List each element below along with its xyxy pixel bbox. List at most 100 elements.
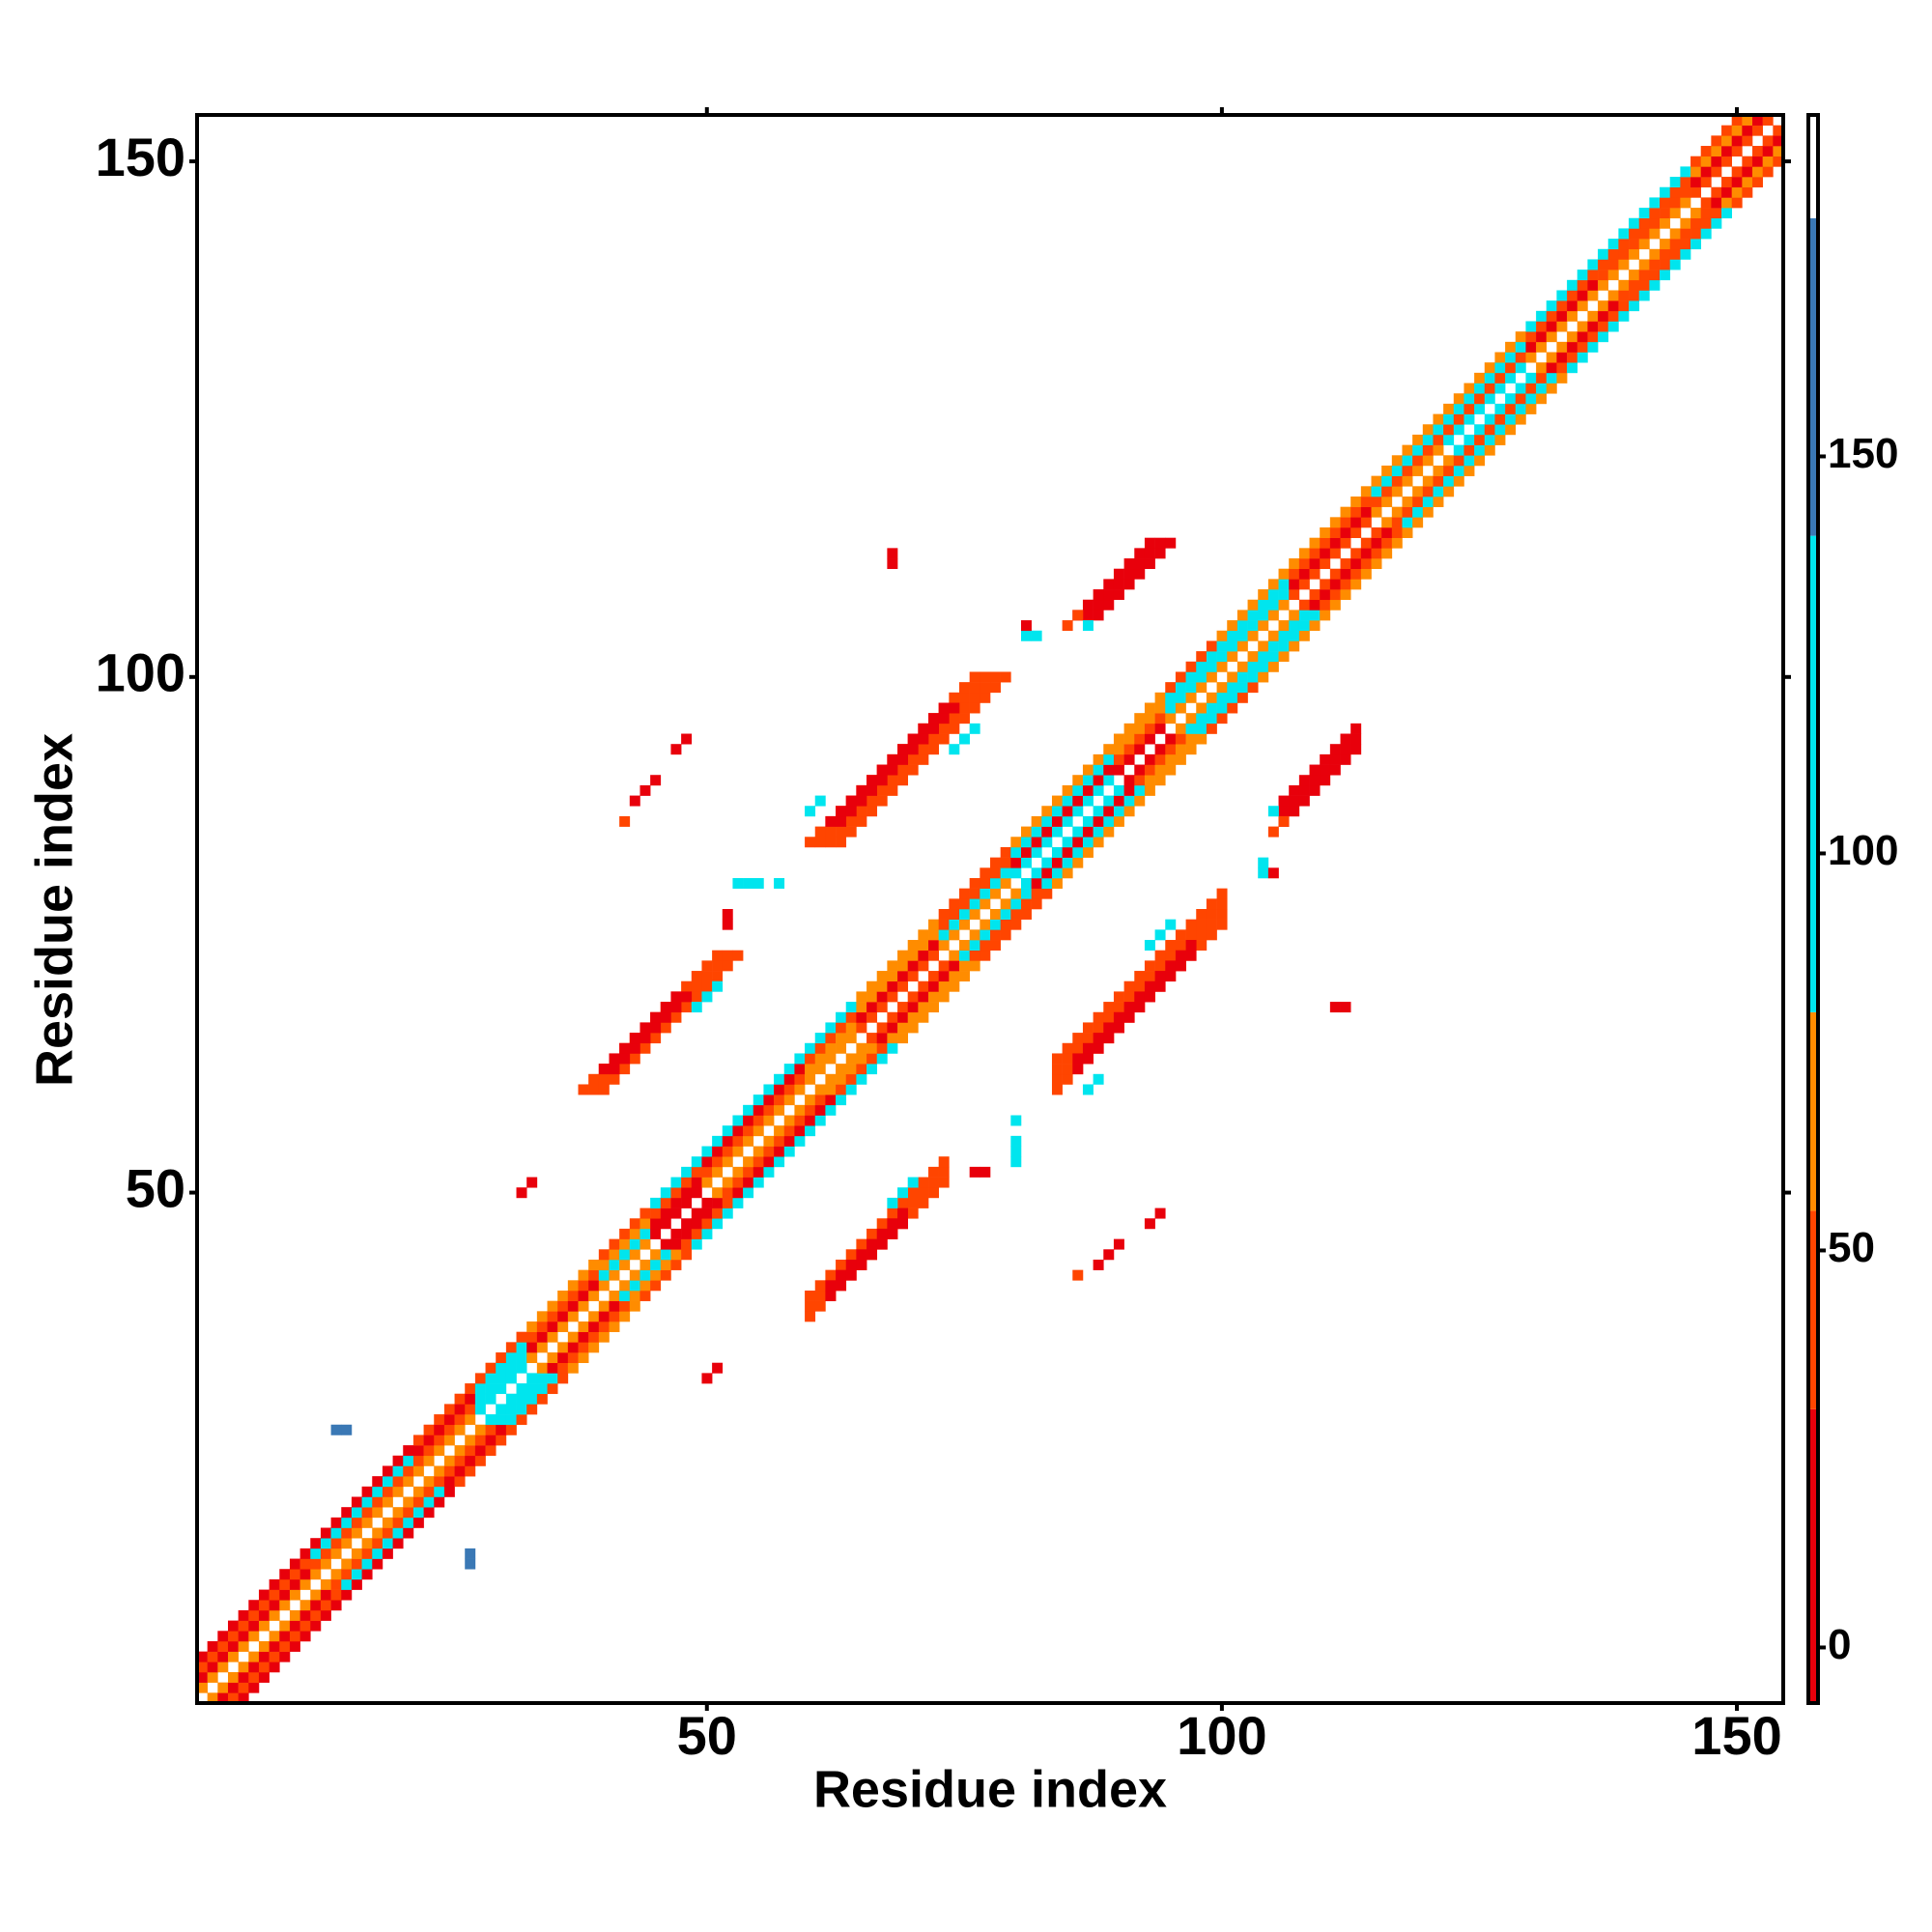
heatmap-cell (1103, 775, 1115, 786)
heatmap-cell (1669, 259, 1681, 270)
heatmap-cell (856, 1249, 867, 1261)
heatmap-cell (897, 1011, 909, 1023)
heatmap-cell (722, 909, 733, 920)
heatmap-cell (887, 548, 898, 559)
heatmap-cell (412, 1486, 424, 1497)
heatmap-cell (928, 1187, 939, 1199)
heatmap-cell (207, 1671, 218, 1683)
heatmap-cell (1680, 228, 1691, 240)
heatmap-cell (1072, 1064, 1084, 1075)
heatmap-cell (1329, 744, 1341, 755)
heatmap-cell (629, 1218, 640, 1230)
heatmap-cell (794, 1064, 806, 1075)
heatmap-cell (959, 940, 970, 952)
heatmap-cell (1690, 186, 1702, 198)
heatmap-cell (1433, 434, 1444, 445)
y-tick-label: 50 (126, 1157, 185, 1218)
heatmap-cell (609, 1321, 620, 1332)
heatmap-cell (1711, 166, 1722, 178)
heatmap-cell (1144, 537, 1155, 549)
heatmap-cell (918, 1011, 929, 1023)
heatmap-cell (670, 1187, 682, 1199)
heatmap-cell (536, 1362, 548, 1374)
heatmap-cell (876, 1002, 888, 1013)
heatmap-cell (856, 1238, 867, 1250)
heatmap-cell (938, 971, 950, 982)
heatmap-cell (1093, 753, 1104, 765)
heatmap-cell (1216, 713, 1228, 724)
heatmap-cell (774, 1125, 785, 1137)
heatmap-cell (443, 1455, 455, 1466)
heatmap-cell (1546, 331, 1557, 343)
heatmap-cell (1258, 661, 1269, 672)
x-tick-label: 100 (1177, 1705, 1266, 1766)
heatmap-cell (1000, 909, 1011, 920)
heatmap-cell (805, 1104, 816, 1116)
heatmap-cell (465, 1393, 476, 1405)
heatmap-cell (681, 1238, 693, 1250)
heatmap-cell (928, 733, 939, 745)
heatmap-cell (1536, 362, 1548, 374)
heatmap-cell (1329, 753, 1341, 765)
heatmap-cell (1669, 186, 1681, 198)
heatmap-cell (1134, 980, 1146, 992)
heatmap-cell (1289, 558, 1300, 570)
heatmap-cell (1607, 259, 1619, 270)
heatmap-cell (351, 1507, 362, 1519)
heatmap-cell (279, 1640, 291, 1652)
y-tick-label: 150 (96, 127, 185, 187)
heatmap-cell (1660, 217, 1671, 229)
heatmap-cell (1010, 846, 1022, 858)
heatmap-cell (443, 1476, 455, 1488)
heatmap-cell (423, 1435, 435, 1446)
heatmap-cell (299, 1578, 311, 1590)
heatmap-cell (1773, 156, 1784, 167)
heatmap-cell (1329, 527, 1341, 538)
heatmap-cell (938, 1156, 950, 1168)
heatmap-cell (341, 1507, 353, 1519)
heatmap-cell (969, 888, 980, 899)
heatmap-cell (1165, 950, 1177, 961)
heatmap-cell (1113, 1002, 1124, 1013)
heatmap-cell (1721, 197, 1732, 209)
heatmap-cell (1175, 723, 1186, 734)
heatmap-cell (639, 1269, 651, 1281)
heatmap-cell (1258, 599, 1269, 611)
heatmap-cell (876, 1053, 888, 1065)
heatmap-cell (320, 1609, 331, 1621)
heatmap-cell (238, 1662, 249, 1673)
heatmap-cell (1536, 383, 1548, 394)
heatmap-cell (578, 1084, 589, 1095)
heatmap-cell (1700, 177, 1712, 188)
heatmap-cell (845, 1084, 857, 1095)
heatmap-cell (1556, 290, 1568, 301)
heatmap-cell (609, 1249, 620, 1261)
heatmap-cell (1638, 259, 1650, 270)
heatmap-cell (660, 1249, 671, 1261)
heatmap-cell (1567, 310, 1578, 322)
heatmap-cell (774, 877, 785, 889)
heatmap-cell (1649, 208, 1661, 219)
heatmap-cell (918, 1002, 929, 1013)
heatmap-cell (310, 1538, 322, 1549)
heatmap-cell (867, 1249, 878, 1261)
heatmap-cell (1113, 1022, 1124, 1034)
heatmap-cell (1494, 383, 1506, 394)
heatmap-cell (1505, 362, 1517, 374)
heatmap-cell (887, 558, 898, 570)
heatmap-cell (1515, 393, 1526, 405)
heatmap-cell (341, 1424, 353, 1435)
heatmap-cell (361, 1569, 373, 1580)
heatmap-cell (1165, 753, 1177, 765)
heatmap-cell (1196, 733, 1208, 745)
heatmap-cell (1103, 599, 1115, 611)
heatmap-cell (1258, 589, 1269, 601)
heatmap-cell (1525, 403, 1537, 414)
heatmap-cell (1113, 795, 1124, 807)
heatmap-cell (1185, 671, 1197, 683)
heatmap-cell (918, 1197, 929, 1208)
heatmap-cell (1412, 434, 1424, 445)
heatmap-cell (443, 1414, 455, 1426)
heatmap-cell (227, 1640, 239, 1652)
heatmap-cell (310, 1609, 322, 1621)
